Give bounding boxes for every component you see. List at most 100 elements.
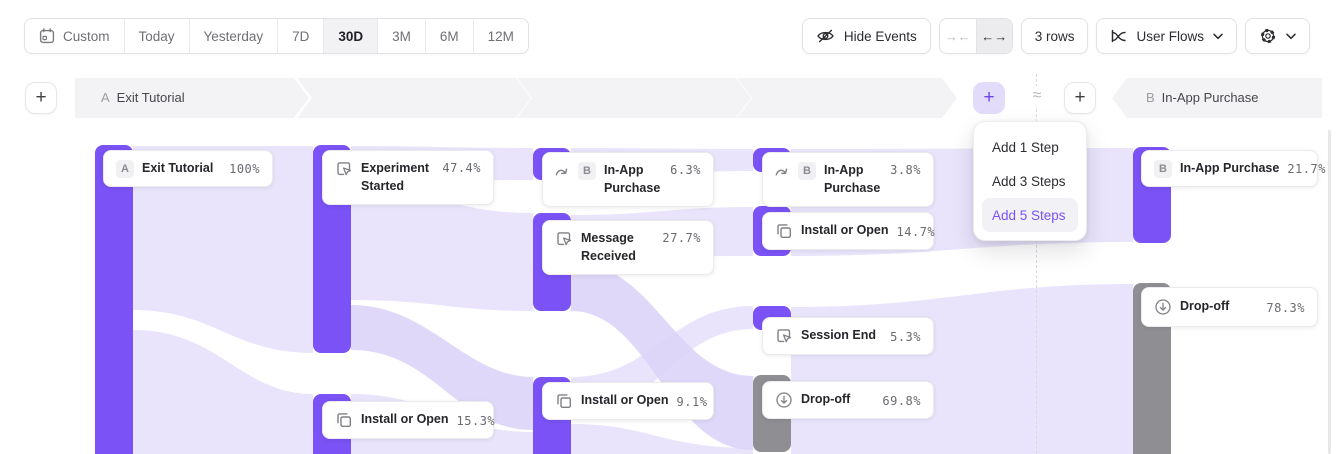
step-b-badge: B [1146,90,1155,105]
view-selector-dropdown[interactable]: User Flows [1096,18,1237,54]
user-flows-icon [1110,28,1127,44]
node-card-message-received[interactable]: Message Received 27.7% [542,220,714,275]
plus-icon: + [983,87,995,108]
scrollbar-track[interactable] [1328,130,1331,454]
jump-arrow-icon [775,162,790,177]
flow-bar-exit-tutorial[interactable] [95,145,133,454]
toolbar-right: Hide Events →← ←→ 3 rows User Flows [801,18,1310,54]
step-b-label: In-App Purchase [1161,90,1259,105]
click-event-icon [555,230,573,248]
dropoff-arrow-icon [775,391,793,409]
date-preset-label: Custom [63,28,110,44]
node-percentage: 69.8% [882,393,921,408]
step-b-title: B In-App Purchase [1112,78,1322,118]
date-preset-custom[interactable]: Custom [25,19,125,53]
settings-dropdown[interactable] [1245,18,1310,54]
flow-group-divider [1036,74,1037,454]
node-card-session-end[interactable]: Session End 5.3% [762,317,934,355]
step-banner-segment [737,78,957,118]
jump-arrow-icon [555,162,570,177]
node-label: Drop-off [1180,299,1230,314]
node-card-inapp-purchase-2[interactable]: B In-App Purchase 6.3% [542,152,714,207]
event-badge-b: B [578,162,596,180]
node-label: Install or Open [361,412,449,427]
event-badge-b: B [1154,159,1172,178]
rows-button[interactable]: 3 rows [1020,18,1089,54]
copy-squares-icon [775,222,793,240]
date-preset-7d[interactable]: 7D [278,19,325,53]
step-b-banner[interactable]: B In-App Purchase [1112,78,1322,118]
node-label: Exit Tutorial [142,160,214,175]
node-percentage: 3.8% [890,163,921,177]
date-preset-yesterday[interactable]: Yesterday [190,19,279,53]
event-badge-a: A [116,159,134,178]
plus-icon: + [1074,87,1086,108]
add-steps-button-active[interactable]: + [973,82,1005,114]
approx-symbol: ≈ [1026,86,1048,106]
rows-label: 3 rows [1034,28,1075,44]
node-card-exit-tutorial[interactable]: A Exit Tutorial 100% [103,150,273,187]
node-card-dropoff-b[interactable]: Drop-off 78.3% [1141,287,1318,327]
menu-item-label: Add 5 Steps [992,207,1066,223]
node-label: Install or Open [801,223,889,238]
node-percentage: 6.3% [670,163,701,177]
arrows-outward-icon: ←→ [981,28,1008,44]
date-preset-label: 12M [487,28,514,44]
node-card-inapp-purchase-3[interactable]: B In-App Purchase 3.8% [762,152,934,207]
hide-events-button[interactable]: Hide Events [801,18,931,54]
node-percentage: 15.3% [456,413,496,428]
date-preset-today[interactable]: Today [125,19,190,53]
copy-squares-icon [555,392,573,410]
chevron-down-icon [1213,33,1223,40]
date-preset-6m[interactable]: 6M [426,19,474,53]
step-a-banner[interactable]: A Exit Tutorial [75,78,309,118]
node-percentage: 21.7% [1287,162,1326,176]
copy-squares-icon [335,411,353,429]
date-preset-label: 3M [392,28,411,44]
node-percentage: 14.7% [896,224,936,239]
node-percentage: 100% [229,162,260,176]
date-preset-12m[interactable]: 12M [474,19,528,53]
node-label: Session End [801,328,877,343]
view-selector-label: User Flows [1136,28,1204,44]
collapse-columns-button[interactable]: →← [940,19,976,53]
add-steps-before-b-button[interactable]: + [1064,82,1096,114]
date-preset-30d-active[interactable]: 30D [324,19,379,53]
node-percentage: 47.4% [442,161,481,175]
menu-item-add-1-step[interactable]: Add 1 Step [982,130,1078,164]
node-card-install-or-open-2[interactable]: Install or Open 9.1% [542,382,714,420]
node-label: Experiment Started [361,161,430,193]
arrows-inward-icon: →← [944,28,971,44]
add-steps-menu: Add 1 Step Add 3 Steps Add 5 Steps [973,121,1087,241]
node-label: In-App Purchase [1180,160,1280,175]
node-label: In-App Purchase [824,163,881,195]
dropoff-arrow-icon [1154,298,1172,316]
step-a-badge: A [101,90,110,105]
node-card-inapp-purchase-b[interactable]: B In-App Purchase 21.7% [1141,150,1325,187]
date-range-picker: Custom Today Yesterday 7D 30D 3M 6M 12M [24,18,529,54]
step-banner-segment [297,78,531,118]
date-preset-label: 6M [439,28,459,44]
node-percentage: 9.1% [676,394,708,409]
event-badge-b: B [798,162,816,180]
step-a-title: A Exit Tutorial [75,78,309,118]
node-percentage: 5.3% [890,329,921,344]
calendar-icon [39,28,55,44]
menu-item-add-5-steps[interactable]: Add 5 Steps [982,198,1078,232]
click-event-icon [335,160,353,178]
node-label: In-App Purchase [604,163,661,195]
expand-columns-button[interactable]: ←→ [975,19,1012,53]
node-card-experiment-started[interactable]: Experiment Started 47.4% [322,150,494,205]
node-percentage: 27.7% [662,231,701,245]
node-label: Install or Open [581,393,669,408]
node-card-dropoff-3[interactable]: Drop-off 69.8% [762,381,934,419]
chevron-down-icon [1286,33,1296,40]
node-label: Message Received [581,231,636,263]
add-step-before-button[interactable]: + [25,82,57,114]
plus-icon: + [35,87,47,108]
node-card-install-or-open-1[interactable]: Install or Open 15.3% [322,401,496,439]
menu-item-add-3-steps[interactable]: Add 3 Steps [982,164,1078,198]
date-preset-3m[interactable]: 3M [378,19,426,53]
node-card-install-or-open-3[interactable]: Install or Open 14.7% [762,212,936,250]
